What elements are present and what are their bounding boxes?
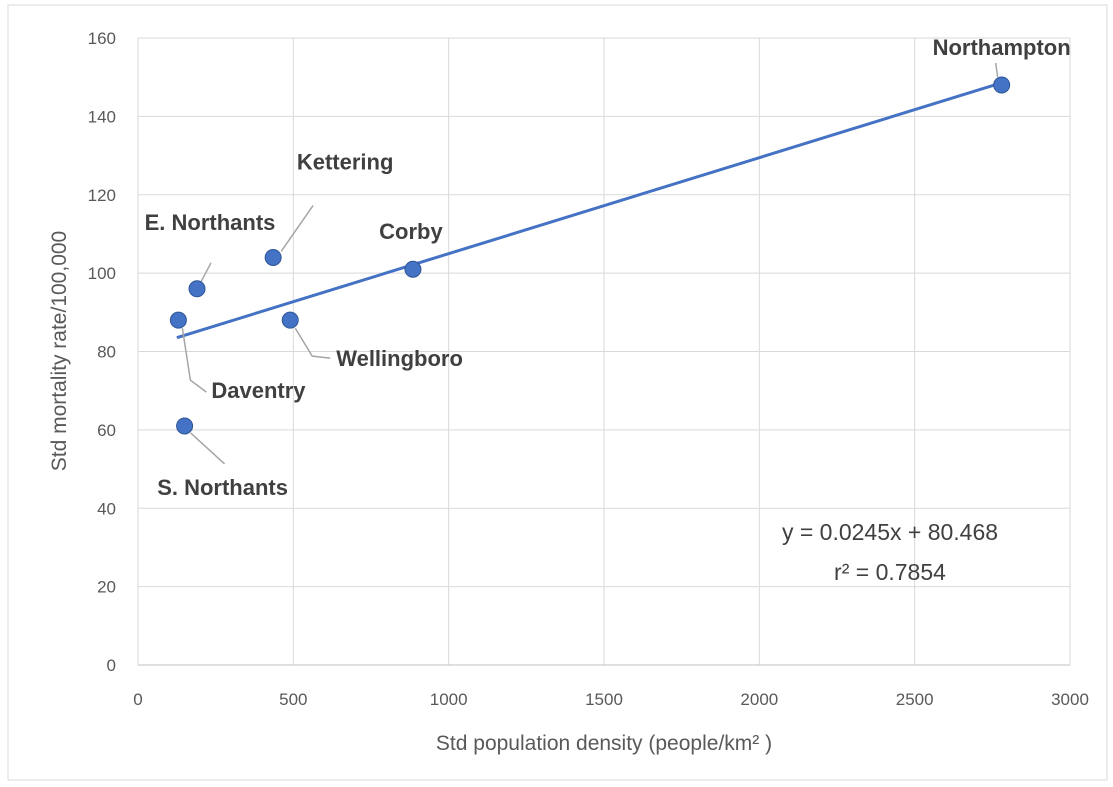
data-label: Northampton [933, 35, 1071, 60]
chart-frame [7, 4, 1108, 781]
y-tick-label: 160 [88, 29, 116, 48]
data-label: Corby [379, 219, 443, 244]
x-axis-title: Std population density (people/km² ) [436, 732, 772, 755]
data-point [281, 311, 299, 329]
trendline-equation: y = 0.0245x + 80.468 [782, 519, 998, 545]
data-labels: Northampton Kettering Corby E. Northants Dav… [145, 35, 1071, 500]
label-leader-lines [181, 62, 999, 465]
y-tick-label: 0 [107, 656, 116, 675]
data-point [993, 76, 1011, 94]
trendline-r-squared: r² = 0.7854 [834, 559, 946, 585]
leader-line [181, 328, 207, 393]
leader-line [190, 432, 226, 465]
data-label: Wellingboro [336, 346, 463, 371]
gridlines [137, 37, 1071, 665]
y-tick-label: 100 [88, 264, 116, 283]
y-tick-labels: 0 20 40 60 80 100 120 140 160 [88, 29, 116, 675]
data-label: E. Northants [145, 210, 276, 235]
leader-line [994, 62, 999, 78]
y-tick-label: 20 [97, 578, 116, 597]
x-tick-labels: 0 500 1000 1500 2000 2500 3000 [133, 690, 1089, 709]
data-point [169, 311, 187, 329]
data-label: Kettering [297, 149, 394, 174]
data-point [176, 417, 194, 435]
data-point [188, 280, 206, 298]
leader-line [294, 327, 331, 359]
data-point [404, 260, 422, 278]
x-tick-label: 0 [133, 690, 142, 709]
data-label: Daventry [211, 378, 306, 403]
y-tick-label: 140 [88, 107, 116, 126]
y-tick-label: 120 [88, 186, 116, 205]
y-tick-label: 80 [97, 343, 116, 362]
x-tick-label: 2500 [896, 690, 934, 709]
trendline [176, 81, 1003, 340]
y-axis-title: Std mortality rate/100,000 [48, 231, 71, 471]
leader-line [280, 205, 314, 252]
x-tick-label: 1500 [585, 690, 623, 709]
x-tick-label: 3000 [1051, 690, 1089, 709]
data-label: S. Northants [157, 475, 288, 500]
data-point [264, 248, 282, 266]
leader-line [200, 262, 212, 283]
x-tick-label: 2000 [740, 690, 778, 709]
y-tick-label: 40 [97, 499, 116, 518]
x-tick-label: 1000 [430, 690, 468, 709]
y-tick-label: 60 [97, 421, 116, 440]
data-points [169, 76, 1011, 435]
x-tick-label: 500 [279, 690, 307, 709]
